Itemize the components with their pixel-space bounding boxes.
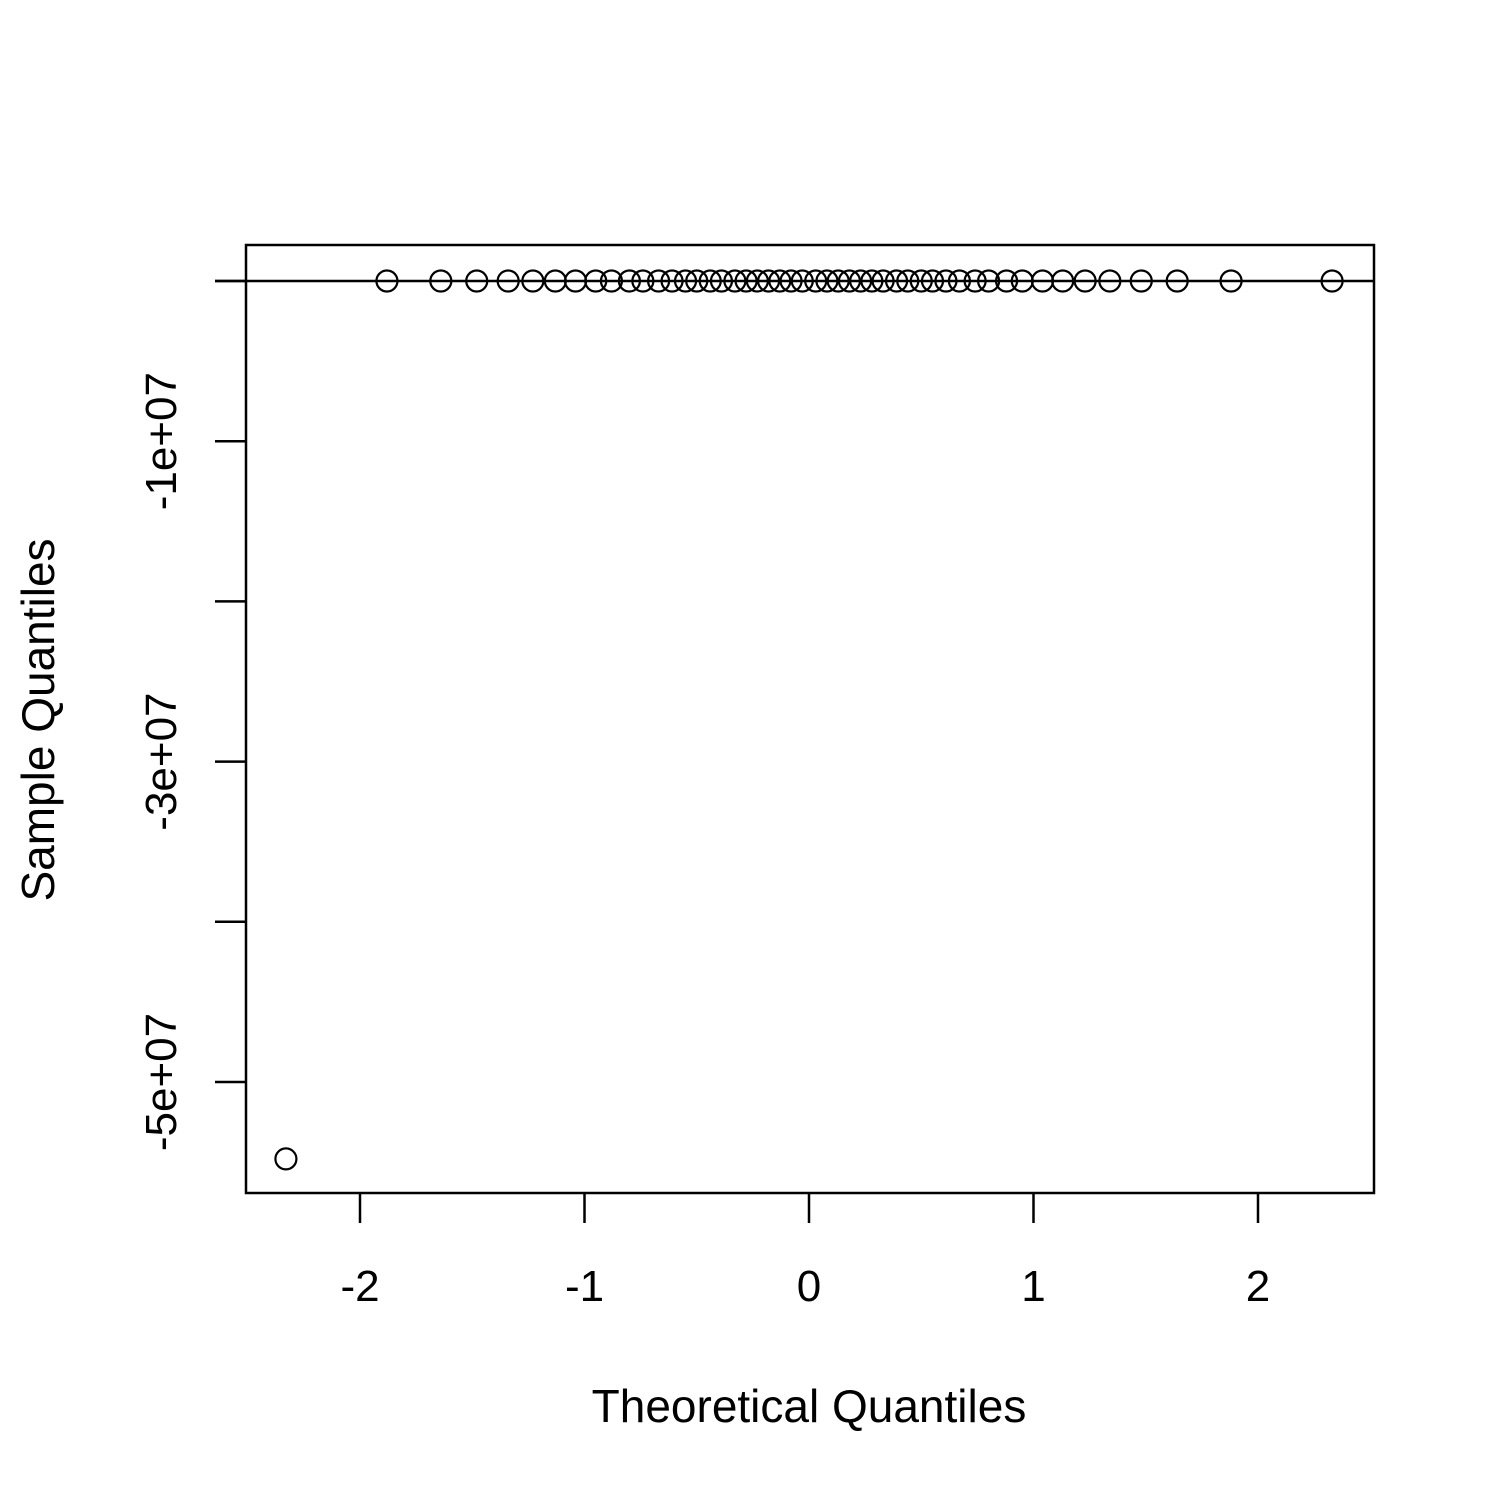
marks-layer xyxy=(215,269,1374,1171)
data-point xyxy=(1098,269,1122,293)
data-point xyxy=(617,269,642,293)
data-point xyxy=(274,1147,298,1171)
data-point xyxy=(768,269,792,293)
data-point xyxy=(963,269,987,293)
data-point xyxy=(660,269,684,293)
data-point xyxy=(994,269,1019,293)
data-point xyxy=(646,269,671,293)
x-tick-label: 0 xyxy=(797,1262,821,1311)
data-point xyxy=(709,269,734,293)
data-point xyxy=(673,269,698,293)
x-axis-label: Theoretical Quantiles xyxy=(592,1380,1027,1432)
x-tick-label: -1 xyxy=(565,1262,604,1311)
data-point xyxy=(815,269,839,293)
data-point xyxy=(871,269,895,293)
y-tick-label: -3e+07 xyxy=(137,692,186,830)
data-point xyxy=(860,269,884,293)
data-point xyxy=(465,269,489,293)
data-point xyxy=(976,269,1001,293)
data-point xyxy=(896,269,920,293)
data-point xyxy=(1219,269,1243,293)
x-tick-label: 1 xyxy=(1021,1262,1045,1311)
data-point xyxy=(599,269,624,293)
data-point xyxy=(584,269,608,293)
data-point xyxy=(1073,269,1097,293)
data-point xyxy=(779,269,803,293)
data-point xyxy=(849,269,873,293)
data-point xyxy=(723,269,747,293)
data-point xyxy=(756,269,781,293)
data-point xyxy=(826,269,850,293)
data-point xyxy=(837,269,862,293)
data-point xyxy=(804,269,828,293)
y-tick-label: -1e+07 xyxy=(137,372,186,510)
x-tick-label: -2 xyxy=(340,1262,379,1311)
data-point xyxy=(1165,269,1189,293)
x-tick-label: 2 xyxy=(1246,1262,1270,1311)
data-point xyxy=(745,269,769,293)
data-point xyxy=(790,269,814,293)
data-point xyxy=(920,269,945,293)
data-point xyxy=(521,269,545,293)
data-point xyxy=(1320,269,1344,293)
data-point xyxy=(909,269,933,293)
data-point xyxy=(734,269,758,293)
axes-layer: -2 -1 0 1 2 -1e+07 -3e+07 -5e+07 xyxy=(137,243,1376,1311)
data-point xyxy=(934,269,958,293)
data-point xyxy=(1051,269,1075,293)
data-point xyxy=(496,269,520,293)
data-point xyxy=(429,269,453,293)
data-point xyxy=(375,269,399,293)
data-point xyxy=(1129,269,1153,293)
data-point xyxy=(685,269,709,293)
data-point xyxy=(698,269,722,293)
plot-border xyxy=(244,243,1376,1195)
data-point xyxy=(947,269,972,293)
data-point xyxy=(631,269,655,293)
y-tick-label: -5e+07 xyxy=(137,1013,186,1151)
data-point xyxy=(884,269,909,293)
y-axis-label: Sample Quantiles xyxy=(12,538,64,901)
